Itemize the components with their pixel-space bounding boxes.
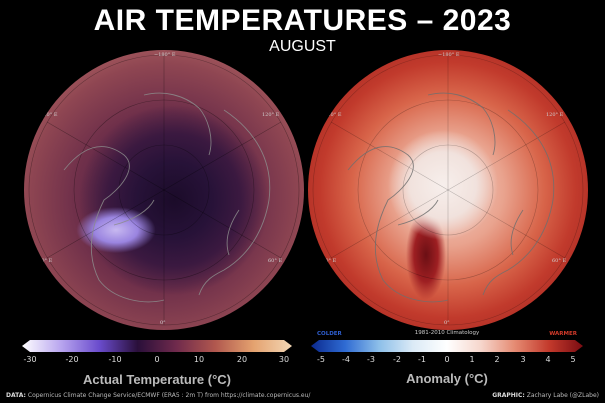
anomaly-colorbar: 1981-2010 Climatology COLDER WARMER -5 -…: [311, 330, 583, 386]
graphic-credit-text: Zachary Labe (@ZLabe): [526, 392, 599, 399]
page-subtitle: AUGUST: [269, 38, 336, 55]
anomaly-tick: -5: [317, 355, 325, 364]
actual-tick: 30: [278, 355, 290, 364]
graphic-credit-label: GRAPHIC:: [492, 392, 525, 399]
actual-tick: -10: [108, 355, 122, 364]
anomaly-tick: -3: [367, 355, 375, 364]
actual-tick: -30: [23, 355, 37, 364]
lon-label-bottom: 0°: [444, 320, 450, 326]
lon-label-upper-right: 120° E: [262, 112, 280, 118]
anomaly-colorbar-bar: [311, 340, 583, 352]
data-credit-text: Copernicus Climate Change Service/ECMWF …: [27, 392, 311, 399]
actual-tick: 0: [154, 355, 160, 364]
lon-label-upper-right: 120° E: [546, 112, 564, 118]
climatology-label: 1981-2010 Climatology: [414, 330, 480, 336]
actual-tick: 20: [236, 355, 248, 364]
temperature-anomaly-map: −180° E 120° E 60° E 0° −60° E −120° E: [308, 50, 588, 330]
anomaly-tick: -4: [342, 355, 350, 364]
lon-label-lower-right: 60° E: [552, 258, 567, 264]
lon-label-lower-left: −60° E: [318, 258, 337, 264]
anomaly-tick: 4: [545, 355, 551, 364]
anomaly-tick: 2: [494, 355, 500, 364]
anomaly-tick: -2: [393, 355, 401, 364]
anomaly-tick: -1: [418, 355, 426, 364]
lon-label-upper-left: −120° E: [320, 112, 342, 118]
actual-temperature-colorbar: -30 -20 -10 0 10 20 30 Actual Temperatur…: [22, 340, 292, 387]
actual-tick: 10: [193, 355, 205, 364]
anomaly-colorbar-label: Anomaly (°C): [406, 371, 488, 386]
anomaly-tick: 5: [570, 355, 576, 364]
anomaly-tick: 1: [469, 355, 475, 364]
colder-label: COLDER: [317, 331, 342, 337]
lon-label-bottom: 0°: [160, 320, 166, 326]
lon-label-top: −180° E: [154, 52, 176, 58]
actual-colorbar-label: Actual Temperature (°C): [83, 372, 231, 387]
actual-temperature-map: −180° E 120° E 60° E 0° −60° E −120° E: [24, 50, 304, 330]
graphic-credit: GRAPHIC: Zachary Labe (@ZLabe): [492, 392, 599, 399]
lon-label-upper-left: −120° E: [36, 112, 58, 118]
data-credit: DATA: Copernicus Climate Change Service/…: [6, 392, 310, 399]
page-title: AIR TEMPERATURES – 2023: [93, 4, 512, 37]
right-map-graticule: [312, 54, 584, 326]
actual-colorbar-bar: [22, 340, 292, 352]
lon-label-lower-left: −60° E: [34, 258, 53, 264]
data-credit-label: DATA:: [6, 392, 26, 399]
anomaly-tick: 0: [444, 355, 450, 364]
actual-tick: -20: [65, 355, 79, 364]
lon-label-top: −180° E: [438, 52, 460, 58]
anomaly-tick: 3: [520, 355, 526, 364]
left-map-graticule: [28, 54, 300, 326]
warmer-label: WARMER: [549, 331, 577, 337]
lon-label-lower-right: 60° E: [268, 258, 283, 264]
